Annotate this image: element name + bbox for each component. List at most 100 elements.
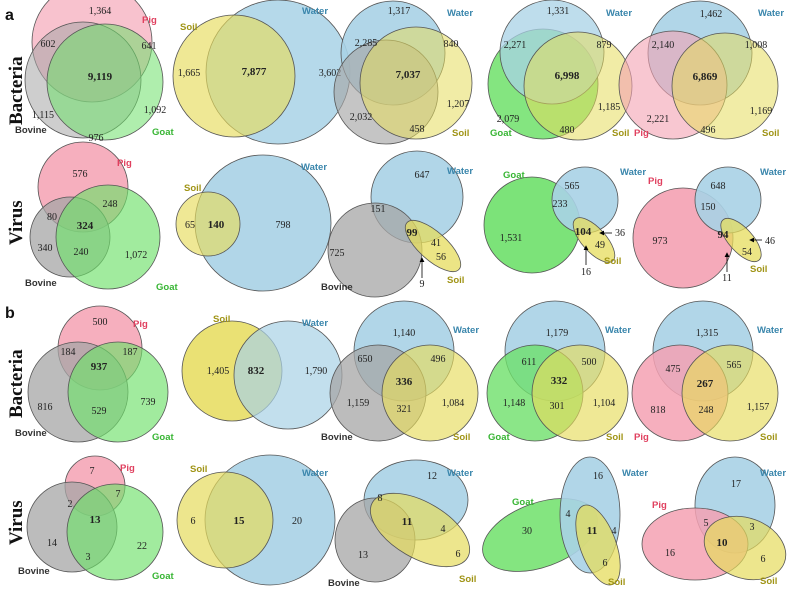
- venn-a-bacteria-4: Water Goat Soil 1,331 2,271 879 6,998 2,…: [487, 0, 633, 141]
- count: 22: [137, 541, 147, 552]
- count: 458: [410, 124, 425, 135]
- goat-label: Goat: [490, 128, 512, 139]
- venn-a-virus-1: Pig Bovine Goat 576 80 248 324 340 240 1…: [25, 141, 178, 293]
- soil-set: [172, 14, 296, 138]
- count: 496: [701, 125, 716, 136]
- count: 9: [420, 279, 425, 290]
- count: 11: [402, 516, 412, 528]
- soil-set: [671, 32, 779, 140]
- count: 267: [697, 378, 714, 390]
- count: 650: [358, 354, 373, 365]
- count: 4: [441, 524, 446, 535]
- row-label-a-bacteria: Bacteria: [6, 56, 27, 125]
- count: 10: [717, 537, 729, 549]
- count: 140: [208, 219, 225, 231]
- soil-label: Soil: [452, 128, 469, 139]
- count: 879: [597, 40, 612, 51]
- venn-a-bacteria-5: Water Pig Soil 1,462 2,140 1,008 6,869 2…: [618, 0, 784, 140]
- water-label: Water: [760, 167, 786, 178]
- pig-label: Pig: [133, 319, 148, 330]
- bovine-label: Bovine: [15, 428, 47, 439]
- soil-set: [381, 344, 479, 442]
- water-label: Water: [301, 162, 327, 173]
- count: 301: [550, 401, 565, 412]
- count: 1,790: [305, 366, 328, 377]
- soil-label: Soil: [750, 264, 767, 275]
- count: 1,207: [447, 99, 470, 110]
- count: 565: [565, 181, 580, 192]
- count: 1,092: [144, 105, 167, 116]
- count: 576: [73, 169, 88, 180]
- count: 1,157: [747, 402, 770, 413]
- count: 248: [103, 199, 118, 210]
- soil-set: [176, 471, 274, 569]
- count: 80: [47, 212, 57, 223]
- count: 816: [38, 402, 53, 413]
- soil-label: Soil: [762, 128, 779, 139]
- count: 1,169: [750, 106, 773, 117]
- venn-b-virus-1: Pig Bovine Goat 7 2 7 13 14 3 22: [18, 455, 174, 582]
- count: 54: [742, 247, 752, 258]
- count: 2: [68, 499, 73, 510]
- row-label-b-virus: Virus: [6, 500, 27, 545]
- count: 647: [415, 170, 430, 181]
- count: 529: [92, 406, 107, 417]
- water-label: Water: [447, 468, 473, 479]
- water-label: Water: [760, 468, 786, 479]
- water-label: Water: [620, 167, 646, 178]
- soil-label: Soil: [608, 577, 625, 588]
- goat-set: [66, 483, 164, 581]
- count: 496: [431, 354, 446, 365]
- venn-a-bacteria-1: Pig Bovine Goat 1,364 602 641 9,119 1,11…: [15, 0, 174, 144]
- count: 104: [575, 226, 592, 238]
- count: 1,084: [442, 398, 465, 409]
- count: 11: [722, 273, 732, 284]
- count: 1,531: [500, 233, 523, 244]
- count: 4: [566, 509, 571, 520]
- soil-label: Soil: [459, 574, 476, 585]
- count: 611: [522, 357, 537, 368]
- pig-label: Pig: [634, 128, 649, 139]
- count: 641: [142, 41, 157, 52]
- goat-label: Goat: [156, 282, 178, 293]
- count: 13: [90, 514, 102, 526]
- soil-set: [531, 344, 629, 442]
- count: 1,104: [593, 398, 616, 409]
- count: 725: [330, 248, 345, 259]
- soil-label: Soil: [760, 576, 777, 587]
- goat-set: [67, 341, 169, 443]
- goat-set: [55, 184, 161, 290]
- count: 480: [560, 125, 575, 136]
- count: 602: [41, 39, 56, 50]
- count: 56: [436, 252, 446, 263]
- soil-set: [369, 492, 471, 568]
- count: 3: [86, 552, 91, 563]
- count: 6: [761, 554, 766, 565]
- count: 20: [292, 516, 302, 527]
- count: 13: [358, 550, 368, 561]
- count: 41: [431, 238, 441, 249]
- water-label: Water: [302, 318, 328, 329]
- venn-b-virus-4: Goat Water Soil 16 30 4 11 4 6: [482, 456, 648, 588]
- count: 1,008: [745, 40, 768, 51]
- bovine-label: Bovine: [321, 432, 353, 443]
- water-label: Water: [302, 6, 328, 17]
- count: 818: [651, 405, 666, 416]
- soil-label: Soil: [447, 275, 464, 286]
- count: 976: [89, 133, 104, 144]
- soil-set: [404, 219, 462, 273]
- count: 14: [47, 538, 57, 549]
- count: 340: [38, 243, 53, 254]
- count: 937: [91, 361, 108, 373]
- count: 1,179: [546, 328, 569, 339]
- soil-label: Soil: [180, 22, 197, 33]
- count: 973: [653, 236, 668, 247]
- soil-label: Soil: [213, 314, 230, 325]
- count: 248: [699, 405, 714, 416]
- venn-a-virus-2: Soil Water 65 140 798: [175, 154, 332, 292]
- count: 3,602: [319, 68, 342, 79]
- venn-a-virus-4: Water Goat Soil 565 233 104 36 1,531 49 …: [483, 166, 646, 278]
- water-label: Water: [447, 166, 473, 177]
- pig-label: Pig: [634, 432, 649, 443]
- bovine-label: Bovine: [25, 278, 57, 289]
